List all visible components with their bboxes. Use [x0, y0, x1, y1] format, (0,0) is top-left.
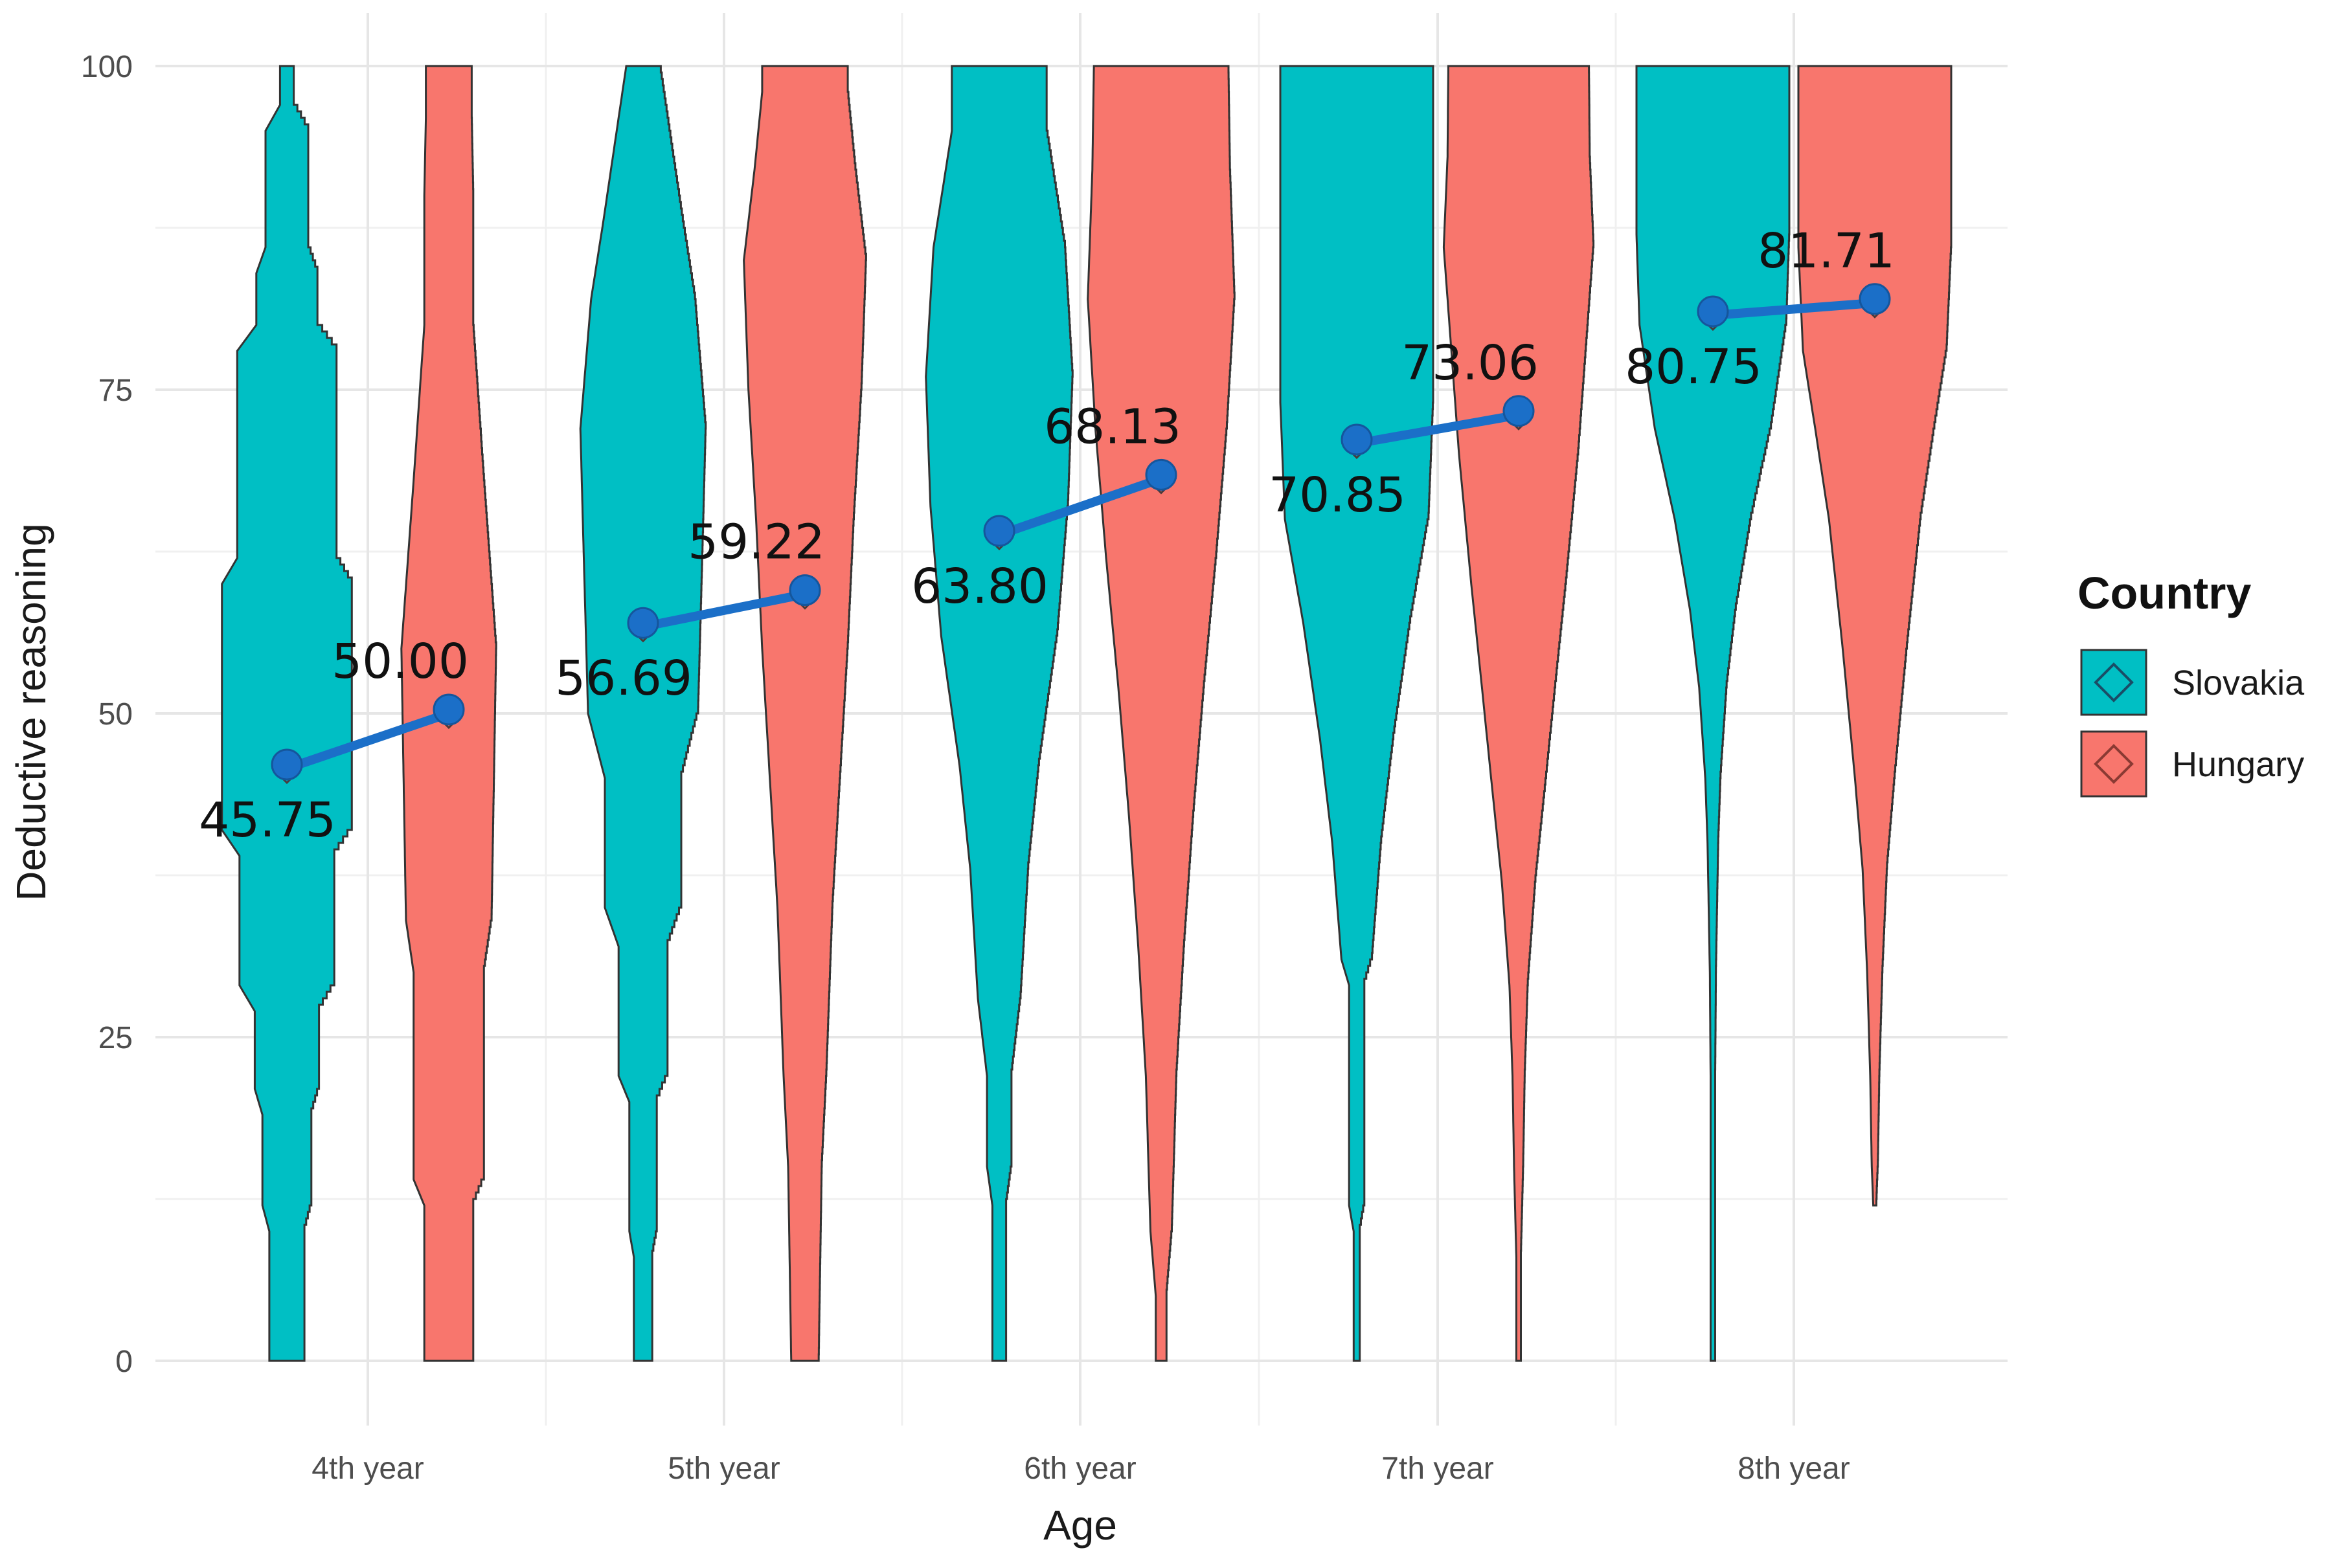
mean-connector-line	[1352, 410, 1523, 448]
mean-connector-line	[639, 589, 809, 632]
data-label-hungary: 59.22	[688, 515, 825, 570]
mean-circle-point	[983, 515, 1015, 547]
mean-points-layer	[271, 283, 1891, 785]
violins-layer	[221, 65, 1953, 1362]
x-tick-label: 8th year	[1738, 1451, 1850, 1486]
violin-slovakia-4th-year	[221, 65, 353, 1362]
mean-connector-line	[1708, 298, 1879, 320]
mean-circle-point	[1502, 395, 1535, 427]
violin-hungary-7th-year	[1442, 65, 1595, 1362]
x-tick-label: 4th year	[311, 1451, 424, 1486]
x-tick-label: 7th year	[1381, 1451, 1493, 1486]
y-tick-label: 25	[98, 1021, 133, 1055]
y-axis-title: Deductive reasoning	[8, 523, 54, 901]
mean-circle-point	[1859, 283, 1891, 315]
mean-circle-point	[627, 607, 659, 639]
legend-diamond-slovakia-icon	[2094, 662, 2134, 702]
data-label-hungary: 81.71	[1758, 223, 1895, 279]
violin-hungary-5th-year	[743, 65, 867, 1362]
data-label-slovakia: 56.69	[555, 651, 692, 706]
data-label-hungary: 50.00	[332, 634, 469, 689]
data-label-slovakia: 70.85	[1269, 467, 1406, 523]
violin-slovakia-5th-year	[579, 65, 707, 1362]
legend-key-hungary	[2080, 730, 2147, 798]
legend-title: Country	[2077, 568, 2251, 618]
axes-layer: 0 25 50 75 100 4th year 5th year 6th year 7th ye…	[81, 50, 1850, 1486]
mean-circle-point	[789, 574, 821, 607]
data-labels-layer: 45.75 56.69 63.80 70.85 80.75 50.00 59.22 68.13…	[199, 223, 1895, 848]
x-tick-label: 5th year	[668, 1451, 780, 1486]
data-label-slovakia: 45.75	[199, 792, 336, 848]
x-axis-title: Age	[1043, 1502, 1117, 1549]
data-label-hungary: 73.06	[1401, 335, 1539, 391]
data-label-slovakia: 63.80	[911, 559, 1048, 614]
y-tick-label: 50	[98, 697, 133, 732]
mean-connector-line	[282, 709, 453, 773]
legend-diamond-hungary-icon	[2094, 744, 2134, 784]
legend: Country Slovakia Hungary	[2077, 568, 2305, 798]
mean-circle-point	[1341, 423, 1373, 456]
mean-circle-point	[1697, 295, 1729, 328]
violin-slovakia-6th-year	[925, 65, 1074, 1362]
violin-hungary-8th-year	[1797, 65, 1953, 1207]
y-tick-label: 75	[98, 374, 133, 408]
y-tick-label: 0	[115, 1345, 133, 1379]
mean-circle-point	[1145, 458, 1177, 491]
y-tick-label: 100	[81, 50, 133, 84]
mean-lines-layer	[282, 298, 1879, 773]
violin-slovakia-7th-year	[1279, 65, 1434, 1362]
legend-label-slovakia: Slovakia	[2172, 664, 2305, 702]
legend-label-hungary: Hungary	[2172, 745, 2304, 784]
x-tick-label: 6th year	[1024, 1451, 1136, 1486]
data-label-slovakia: 80.75	[1625, 339, 1762, 395]
mean-connector-line	[995, 474, 1166, 539]
legend-key-slovakia	[2080, 649, 2147, 716]
mean-circle-point	[433, 693, 465, 726]
violin-hungary-6th-year	[1087, 65, 1236, 1362]
data-label-hungary: 68.13	[1044, 399, 1181, 454]
mean-circle-point	[271, 748, 303, 781]
violin-slovakia-8th-year	[1635, 65, 1791, 1362]
